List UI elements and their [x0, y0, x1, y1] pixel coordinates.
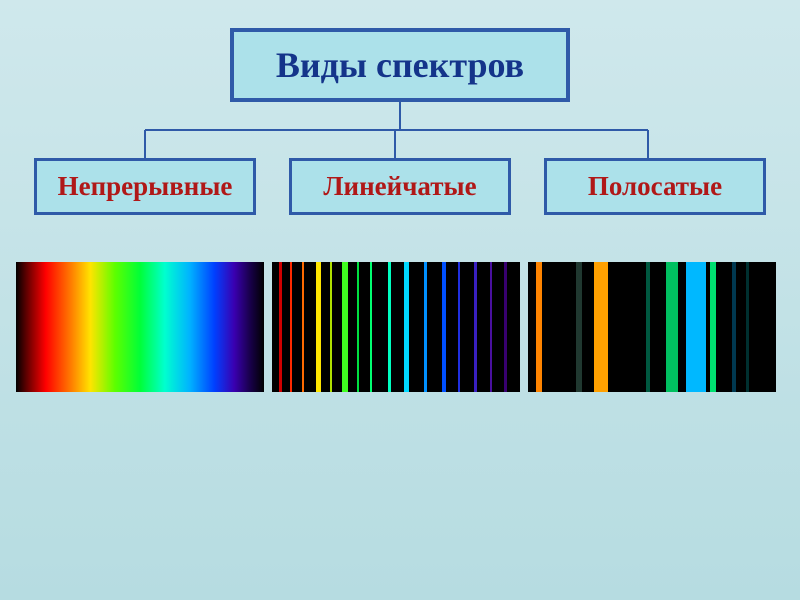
spectral-line	[442, 262, 446, 392]
spectral-line	[666, 262, 678, 392]
spectral-line	[458, 262, 460, 392]
diagram-children-row: Непрерывные Линейчатые Полосатые	[0, 158, 800, 215]
spectral-line	[424, 262, 427, 392]
diagram-title-box: Виды спектров	[230, 28, 570, 102]
spectrum-band	[528, 262, 776, 392]
spectral-line	[594, 262, 608, 392]
spectral-line	[474, 262, 477, 392]
spectral-line	[290, 262, 292, 392]
spectral-line	[370, 262, 372, 392]
spectral-line	[686, 262, 706, 392]
spectral-line	[357, 262, 359, 392]
spectrum-continuous	[16, 262, 264, 392]
spectral-line	[490, 262, 492, 392]
diagram-child-box: Полосатые	[544, 158, 766, 215]
spectral-line	[404, 262, 409, 392]
diagram-title: Виды спектров	[276, 45, 524, 85]
spectral-line	[342, 262, 348, 392]
spectral-line	[746, 262, 749, 392]
spectral-line	[330, 262, 332, 392]
spectral-line	[710, 262, 716, 392]
spectral-line	[504, 262, 507, 392]
diagram-child-label: Линейчатые	[323, 171, 476, 201]
spectral-line	[316, 262, 321, 392]
spectra-row	[0, 262, 800, 392]
spectral-line	[732, 262, 736, 392]
spectral-line	[576, 262, 582, 392]
diagram-child-box: Линейчатые	[289, 158, 511, 215]
spectral-line	[302, 262, 304, 392]
spectral-line	[646, 262, 650, 392]
diagram-child-label: Полосатые	[588, 171, 722, 201]
spectral-line	[279, 262, 282, 392]
spectral-line	[388, 262, 391, 392]
spectral-line	[536, 262, 542, 392]
spectrum-line	[272, 262, 520, 392]
diagram-child-label: Непрерывные	[58, 171, 233, 201]
diagram-child-box: Непрерывные	[34, 158, 256, 215]
